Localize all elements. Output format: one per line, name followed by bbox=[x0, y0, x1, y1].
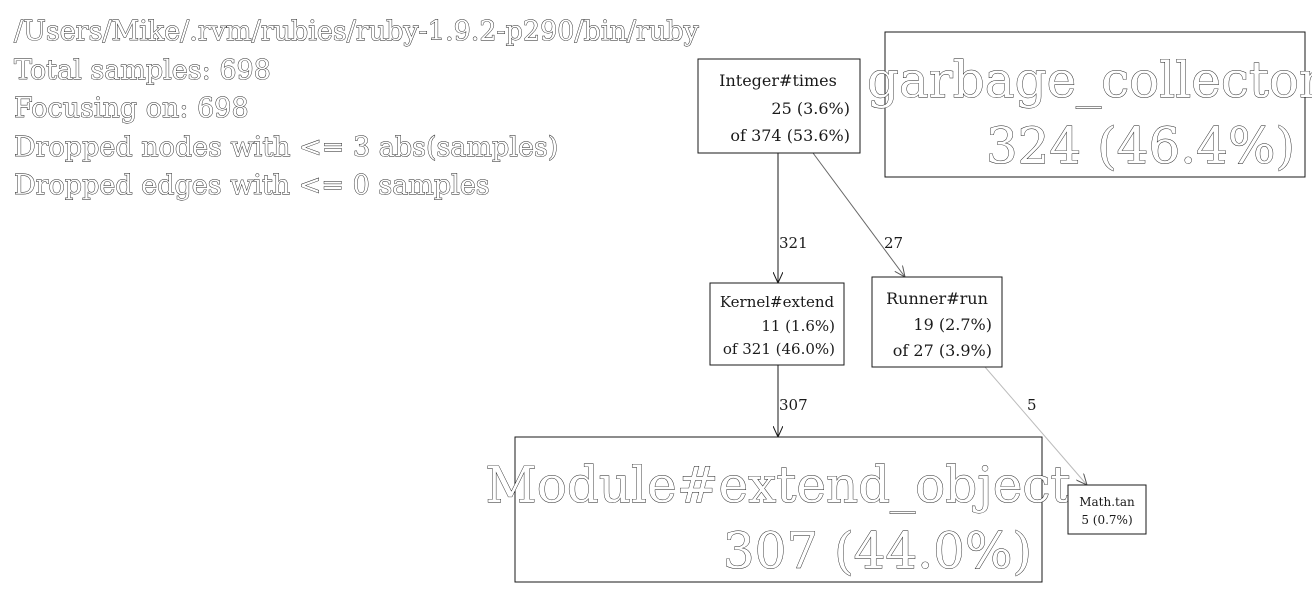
node-name: Integer#times bbox=[719, 71, 837, 90]
node-name: garbage_collector bbox=[867, 51, 1312, 109]
edge-times-to-extend: 321 bbox=[778, 153, 808, 283]
edge-extend-to-extend-object: 307 bbox=[778, 365, 808, 437]
node-self-samples: 25 (3.6%) bbox=[771, 99, 850, 118]
edge-times-to-run: 27 bbox=[812, 152, 905, 277]
edge-label-321: 321 bbox=[779, 234, 808, 252]
node-box bbox=[514, 436, 1043, 583]
ruby-path-label: /Users/Mike/.rvm/rubies/ruby-1.9.2-p290/… bbox=[14, 16, 700, 47]
dropped-nodes-label: Dropped nodes with <= 3 abs(samples) bbox=[14, 132, 558, 163]
edge-label-27: 27 bbox=[884, 234, 903, 252]
node-name: Kernel#extend bbox=[720, 293, 835, 311]
node-integer-times[interactable]: Integer#times 25 (3.6%) of 374 (53.6%) bbox=[697, 58, 861, 154]
node-module-extend-object[interactable]: Module#extend_object 307 (44.0%) bbox=[485, 436, 1071, 583]
node-cumulative-samples: of 27 (3.9%) bbox=[893, 341, 992, 360]
dropped-edges-label: Dropped edges with <= 0 samples bbox=[14, 170, 490, 201]
node-math-tan[interactable]: Math.tan 5 (0.7%) bbox=[1067, 484, 1147, 535]
node-self-samples: 307 (44.0%) bbox=[723, 522, 1032, 580]
node-box bbox=[871, 276, 1003, 368]
edge-label-5: 5 bbox=[1027, 396, 1037, 414]
focusing-on-label: Focusing on: 698 bbox=[14, 93, 249, 124]
node-garbage-collector[interactable]: garbage_collector 324 (46.4%) bbox=[867, 31, 1312, 178]
node-name: Runner#run bbox=[886, 289, 988, 308]
node-runner-run[interactable]: Runner#run 19 (2.7%) of 27 (3.9%) bbox=[871, 276, 1003, 368]
edge-run-to-tan: 5 bbox=[984, 366, 1087, 485]
node-box bbox=[709, 282, 845, 366]
node-self-samples: 5 (0.7%) bbox=[1081, 513, 1132, 527]
node-name: Math.tan bbox=[1079, 495, 1135, 509]
node-box bbox=[884, 31, 1306, 178]
node-self-samples: 11 (1.6%) bbox=[761, 317, 835, 335]
node-kernel-extend[interactable]: Kernel#extend 11 (1.6%) of 321 (46.0%) bbox=[709, 282, 845, 366]
edge-line bbox=[984, 366, 1087, 485]
node-self-samples: 324 (46.4%) bbox=[986, 117, 1295, 175]
node-cumulative-samples: of 321 (46.0%) bbox=[723, 340, 835, 358]
node-cumulative-samples: of 374 (53.6%) bbox=[730, 126, 850, 145]
total-samples-label: Total samples: 698 bbox=[14, 55, 271, 86]
profile-header: /Users/Mike/.rvm/rubies/ruby-1.9.2-p290/… bbox=[14, 16, 700, 202]
node-name: Module#extend_object bbox=[486, 456, 1071, 514]
node-box bbox=[1067, 484, 1147, 535]
edge-label-307: 307 bbox=[779, 396, 808, 414]
node-box bbox=[697, 58, 861, 154]
edge-line bbox=[812, 152, 905, 277]
node-self-samples: 19 (2.7%) bbox=[913, 315, 992, 334]
